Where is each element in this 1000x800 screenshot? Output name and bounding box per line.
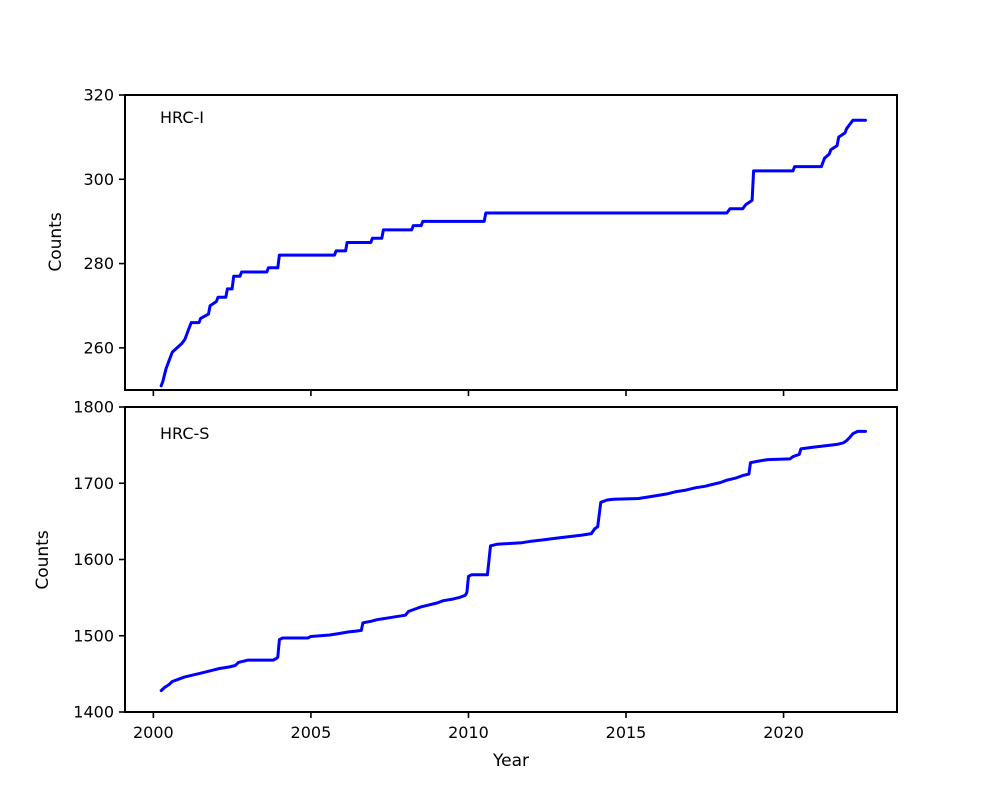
plot-border — [124, 94, 898, 391]
y-axis-label-bottom: Counts — [33, 530, 53, 590]
y-tick-label: 1700 — [73, 474, 114, 493]
y-tick-label: 260 — [83, 338, 114, 357]
x-tick-label: 2020 — [763, 723, 804, 742]
x-tick-label: 2015 — [606, 723, 647, 742]
y-axis-label-top: Counts — [46, 212, 66, 272]
plot-border — [124, 406, 898, 713]
data-line-hrc-s — [159, 429, 867, 693]
y-tick-label: 1800 — [73, 398, 114, 417]
y-tick-label: 300 — [83, 170, 114, 189]
y-tick-label: 1500 — [73, 626, 114, 645]
x-axis-label: Year — [493, 751, 529, 771]
y-tick-label: 320 — [83, 86, 114, 105]
x-tick-label: 2000 — [133, 723, 174, 742]
x-tick-label: 2005 — [291, 723, 332, 742]
data-line-hrc-i — [159, 118, 867, 388]
x-tick-label: 2010 — [448, 723, 489, 742]
y-tick-label: 280 — [83, 254, 114, 273]
y-tick-label: 1400 — [73, 703, 114, 722]
plot-label-hrc-s: HRC-S — [160, 424, 210, 443]
y-tick-label: 1600 — [73, 550, 114, 569]
plot-label-hrc-i: HRC-I — [160, 108, 205, 127]
